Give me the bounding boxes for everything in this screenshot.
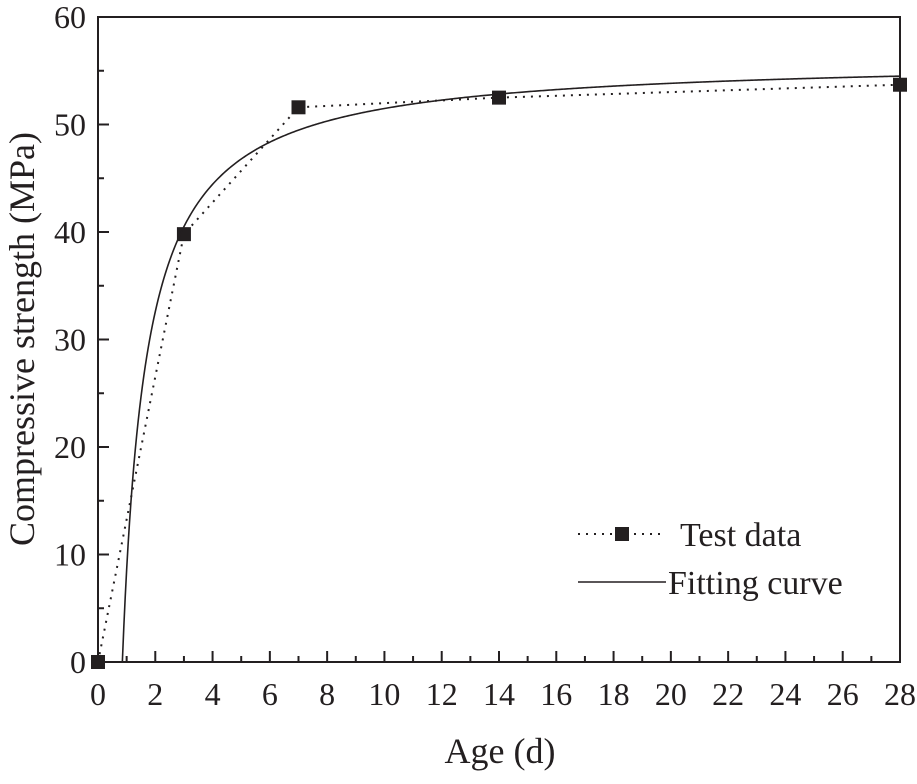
y-tick-label: 10 <box>54 537 86 573</box>
y-tick-label: 40 <box>54 214 86 250</box>
legend-fit-label: Fitting curve <box>668 565 843 602</box>
test-data-point <box>91 655 105 669</box>
x-tick-label: 10 <box>368 676 400 712</box>
x-tick-label: 22 <box>712 676 744 712</box>
legend-test-label: Test data <box>680 517 801 554</box>
x-axis-label: Age (d) <box>445 731 556 771</box>
x-tick-label: 28 <box>884 676 916 712</box>
y-axis-label: Compressive strength (MPa) <box>2 132 42 546</box>
y-tick-label: 30 <box>54 322 86 358</box>
x-tick-label: 18 <box>598 676 630 712</box>
test-data-point <box>893 77 907 92</box>
x-tick-label: 20 <box>655 676 687 712</box>
y-tick-label: 60 <box>54 0 86 35</box>
test-data-point <box>176 227 191 242</box>
test-data-point <box>492 90 506 105</box>
fitting-curve-line <box>121 75 901 663</box>
legend: Test data Fitting curve <box>578 517 843 602</box>
x-tick-label: 6 <box>262 676 278 712</box>
x-tick-label: 2 <box>147 676 163 712</box>
legend-test-marker <box>615 527 629 541</box>
x-tick-label: 24 <box>769 676 801 712</box>
x-tick-label: 14 <box>483 676 515 712</box>
x-tick-label: 16 <box>540 676 572 712</box>
x-tick-label: 8 <box>319 676 335 712</box>
x-tick-label: 12 <box>426 676 458 712</box>
x-tick-label: 0 <box>90 676 106 712</box>
x-tick-label: 26 <box>827 676 859 712</box>
y-tick-label: 50 <box>54 107 86 143</box>
test-data-point <box>291 100 306 115</box>
y-tick-label: 20 <box>54 429 86 465</box>
y-tick-label: 0 <box>70 644 86 680</box>
x-tick-label: 4 <box>205 676 221 712</box>
